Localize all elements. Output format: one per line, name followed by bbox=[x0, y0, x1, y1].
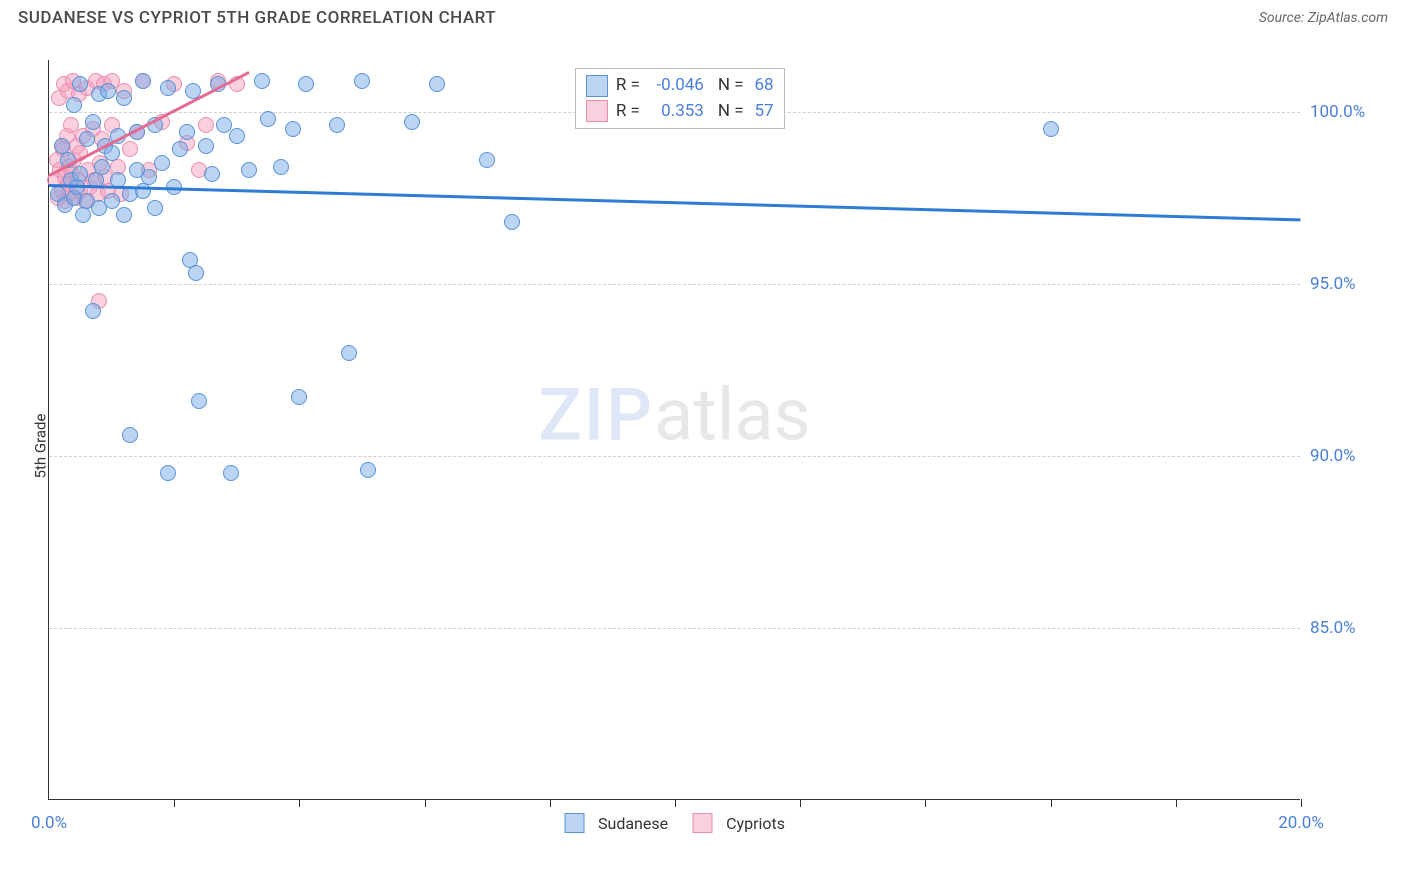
data-point-sudanese bbox=[160, 80, 176, 96]
data-point-sudanese bbox=[94, 159, 110, 175]
x-tick bbox=[299, 799, 300, 807]
data-point-sudanese bbox=[188, 265, 204, 281]
y-tick-label: 95.0% bbox=[1310, 274, 1356, 294]
data-point-sudanese bbox=[72, 166, 88, 182]
data-point-sudanese bbox=[360, 462, 376, 478]
x-tick-label: 0.0% bbox=[31, 813, 67, 833]
legend-swatch bbox=[564, 813, 584, 833]
data-point-sudanese bbox=[179, 124, 195, 140]
stats-n-value: 68 bbox=[744, 73, 774, 99]
data-point-sudanese bbox=[79, 131, 95, 147]
y-tick-label: 100.0% bbox=[1310, 102, 1365, 122]
data-point-sudanese bbox=[147, 200, 163, 216]
data-point-sudanese bbox=[341, 345, 357, 361]
data-point-sudanese bbox=[66, 97, 82, 113]
data-point-sudanese bbox=[223, 465, 239, 481]
stats-n-label: N = bbox=[718, 99, 744, 125]
data-point-cypriots bbox=[122, 141, 138, 157]
data-point-sudanese bbox=[154, 155, 170, 171]
stats-legend-row: R = 0.353 N = 57 bbox=[586, 99, 774, 125]
x-tick bbox=[675, 799, 676, 807]
stats-r-label: R = bbox=[616, 73, 640, 99]
legend-item: Sudanese bbox=[564, 813, 668, 833]
data-point-sudanese bbox=[229, 128, 245, 144]
data-point-sudanese bbox=[404, 114, 420, 130]
data-point-sudanese bbox=[172, 141, 188, 157]
data-point-cypriots bbox=[198, 117, 214, 133]
data-point-sudanese bbox=[85, 114, 101, 130]
data-point-sudanese bbox=[204, 166, 220, 182]
legend-label: Cypriots bbox=[726, 814, 785, 833]
legend-swatch bbox=[586, 75, 608, 97]
data-point-sudanese bbox=[85, 303, 101, 319]
x-tick bbox=[1176, 799, 1177, 807]
bottom-legend: Sudanese Cypriots bbox=[564, 813, 785, 833]
data-point-sudanese bbox=[291, 389, 307, 405]
data-point-sudanese bbox=[273, 159, 289, 175]
legend-label: Sudanese bbox=[598, 814, 668, 833]
data-point-sudanese bbox=[1043, 121, 1059, 137]
data-point-sudanese bbox=[160, 465, 176, 481]
x-tick bbox=[1301, 799, 1302, 807]
data-point-sudanese bbox=[260, 111, 276, 127]
x-tick bbox=[800, 799, 801, 807]
data-point-sudanese bbox=[72, 76, 88, 92]
data-point-sudanese bbox=[198, 138, 214, 154]
grid-line bbox=[49, 284, 1300, 285]
trend-line-sudanese bbox=[49, 184, 1301, 221]
source-attribution: Source: ZipAtlas.com bbox=[1259, 10, 1388, 26]
x-tick bbox=[550, 799, 551, 807]
x-tick-label: 20.0% bbox=[1278, 813, 1324, 833]
data-point-sudanese bbox=[329, 117, 345, 133]
chart-title: SUDANESE VS CYPRIOT 5TH GRADE CORRELATIO… bbox=[18, 8, 496, 28]
y-tick-label: 85.0% bbox=[1310, 618, 1356, 638]
data-point-sudanese bbox=[104, 193, 120, 209]
watermark: ZIPatlas bbox=[538, 372, 810, 457]
x-tick bbox=[425, 799, 426, 807]
data-point-sudanese bbox=[116, 90, 132, 106]
data-point-sudanese bbox=[116, 207, 132, 223]
y-tick-label: 90.0% bbox=[1310, 446, 1356, 466]
grid-line bbox=[49, 456, 1300, 457]
watermark-right: atlas bbox=[654, 372, 811, 457]
legend-swatch bbox=[586, 100, 608, 122]
stats-n-label: N = bbox=[718, 73, 744, 99]
watermark-left: ZIP bbox=[538, 372, 654, 457]
data-point-sudanese bbox=[298, 76, 314, 92]
data-point-sudanese bbox=[135, 183, 151, 199]
legend-item: Cypriots bbox=[692, 813, 785, 833]
stats-r-value: 0.353 bbox=[640, 99, 704, 125]
data-point-sudanese bbox=[241, 162, 257, 178]
stats-legend: R = -0.046 N = 68 R = 0.353 N = 57 bbox=[575, 68, 785, 129]
data-point-sudanese bbox=[285, 121, 301, 137]
data-point-sudanese bbox=[141, 169, 157, 185]
stats-n-value: 57 bbox=[744, 99, 774, 125]
y-axis-label: 5th Grade bbox=[31, 414, 49, 479]
data-point-sudanese bbox=[191, 393, 207, 409]
data-point-sudanese bbox=[122, 427, 138, 443]
x-tick bbox=[925, 799, 926, 807]
data-point-sudanese bbox=[75, 207, 91, 223]
stats-r-value: -0.046 bbox=[640, 73, 704, 99]
data-point-sudanese bbox=[135, 73, 151, 89]
data-point-sudanese bbox=[254, 73, 270, 89]
data-point-sudanese bbox=[429, 76, 445, 92]
x-tick bbox=[1051, 799, 1052, 807]
stats-r-label: R = bbox=[616, 99, 640, 125]
scatter-plot-area: ZIPatlas 0.0%20.0%R = -0.046N = 68R = 0.… bbox=[48, 60, 1300, 800]
x-tick bbox=[174, 799, 175, 807]
stats-legend-row: R = -0.046 N = 68 bbox=[586, 73, 774, 99]
data-point-sudanese bbox=[354, 73, 370, 89]
data-point-sudanese bbox=[100, 83, 116, 99]
data-point-sudanese bbox=[479, 152, 495, 168]
legend-swatch bbox=[692, 813, 712, 833]
data-point-sudanese bbox=[504, 214, 520, 230]
grid-line bbox=[49, 628, 1300, 629]
